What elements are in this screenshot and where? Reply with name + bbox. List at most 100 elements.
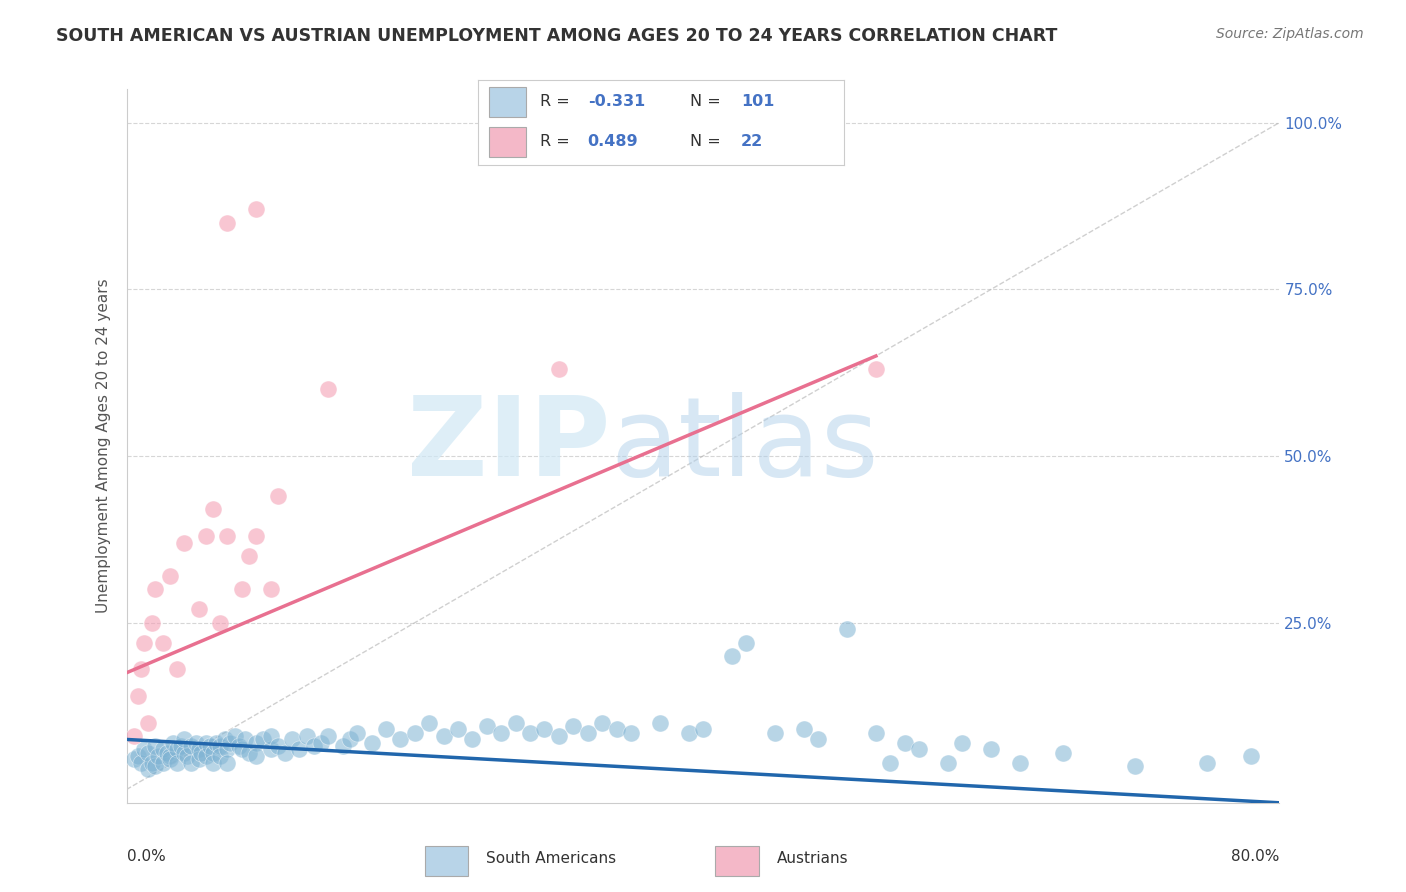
Point bbox=[198, 739, 221, 753]
Y-axis label: Unemployment Among Ages 20 to 24 years: Unemployment Among Ages 20 to 24 years bbox=[96, 278, 111, 614]
Point bbox=[1008, 756, 1031, 770]
Point bbox=[129, 756, 152, 770]
Point bbox=[318, 382, 340, 396]
Text: ZIP: ZIP bbox=[408, 392, 610, 500]
Point bbox=[418, 715, 440, 730]
Point bbox=[184, 736, 207, 750]
Point bbox=[162, 736, 184, 750]
Point bbox=[1197, 756, 1219, 770]
Point bbox=[548, 362, 571, 376]
Point bbox=[295, 729, 318, 743]
Point bbox=[173, 746, 195, 760]
Point bbox=[132, 742, 155, 756]
Point bbox=[219, 736, 242, 750]
Point bbox=[217, 529, 239, 543]
Point bbox=[692, 723, 714, 737]
Point bbox=[302, 739, 325, 753]
Point bbox=[141, 756, 163, 770]
Point bbox=[209, 739, 232, 753]
Point bbox=[166, 662, 188, 676]
Point bbox=[194, 529, 217, 543]
Text: N =: N = bbox=[690, 134, 725, 149]
Point bbox=[132, 636, 155, 650]
Point bbox=[187, 742, 209, 756]
Point bbox=[620, 725, 643, 739]
Point bbox=[136, 746, 159, 760]
Point bbox=[591, 715, 613, 730]
Point bbox=[245, 202, 267, 217]
Point bbox=[245, 529, 267, 543]
Point bbox=[735, 636, 758, 650]
FancyBboxPatch shape bbox=[489, 87, 526, 117]
Point bbox=[180, 739, 202, 753]
Point bbox=[209, 615, 232, 630]
Point bbox=[152, 636, 174, 650]
Point bbox=[252, 732, 274, 747]
Point bbox=[259, 729, 281, 743]
Point bbox=[152, 756, 174, 770]
Point bbox=[332, 739, 354, 753]
Point bbox=[346, 725, 368, 739]
FancyBboxPatch shape bbox=[425, 847, 468, 876]
Text: SOUTH AMERICAN VS AUSTRIAN UNEMPLOYMENT AMONG AGES 20 TO 24 YEARS CORRELATION CH: SOUTH AMERICAN VS AUSTRIAN UNEMPLOYMENT … bbox=[56, 27, 1057, 45]
Point bbox=[865, 725, 887, 739]
Point bbox=[720, 649, 742, 664]
Point bbox=[187, 602, 209, 616]
Point bbox=[763, 725, 786, 739]
Point bbox=[505, 715, 527, 730]
Point bbox=[461, 732, 484, 747]
Point bbox=[318, 729, 340, 743]
Point bbox=[136, 715, 159, 730]
Point bbox=[908, 742, 931, 756]
Text: 22: 22 bbox=[741, 134, 763, 149]
Point bbox=[259, 742, 281, 756]
Point bbox=[122, 752, 145, 766]
Point bbox=[245, 736, 267, 750]
Point bbox=[835, 623, 858, 637]
Point bbox=[274, 746, 297, 760]
Point bbox=[141, 615, 163, 630]
Point bbox=[793, 723, 815, 737]
Text: 101: 101 bbox=[741, 95, 775, 110]
Point bbox=[678, 725, 700, 739]
Point bbox=[194, 749, 217, 764]
Point bbox=[238, 746, 260, 760]
Text: Source: ZipAtlas.com: Source: ZipAtlas.com bbox=[1216, 27, 1364, 41]
Point bbox=[145, 582, 166, 597]
Point bbox=[145, 739, 166, 753]
Point bbox=[360, 736, 382, 750]
Text: South Americans: South Americans bbox=[486, 851, 617, 866]
Point bbox=[576, 725, 599, 739]
Point bbox=[267, 739, 290, 753]
Point bbox=[217, 742, 239, 756]
Point bbox=[180, 756, 202, 770]
Point bbox=[127, 749, 149, 764]
Point bbox=[202, 746, 225, 760]
Point bbox=[238, 549, 260, 563]
Point bbox=[374, 723, 398, 737]
Point bbox=[233, 732, 256, 747]
Point bbox=[1052, 746, 1074, 760]
Point bbox=[159, 569, 181, 583]
Text: atlas: atlas bbox=[610, 392, 879, 500]
Point bbox=[309, 736, 332, 750]
Point bbox=[152, 742, 174, 756]
Text: 80.0%: 80.0% bbox=[1232, 849, 1279, 864]
Point bbox=[217, 216, 239, 230]
Point bbox=[209, 749, 232, 764]
FancyBboxPatch shape bbox=[716, 847, 759, 876]
Point bbox=[202, 756, 225, 770]
Point bbox=[879, 756, 901, 770]
Point bbox=[127, 689, 149, 703]
Text: 0.0%: 0.0% bbox=[127, 849, 166, 864]
Point bbox=[519, 725, 541, 739]
Point bbox=[190, 746, 212, 760]
Point bbox=[231, 582, 253, 597]
Text: R =: R = bbox=[540, 95, 575, 110]
Point bbox=[159, 749, 181, 764]
Text: 0.489: 0.489 bbox=[588, 134, 638, 149]
Point bbox=[259, 582, 281, 597]
Point bbox=[980, 742, 1002, 756]
Point bbox=[202, 502, 225, 516]
Text: R =: R = bbox=[540, 134, 575, 149]
